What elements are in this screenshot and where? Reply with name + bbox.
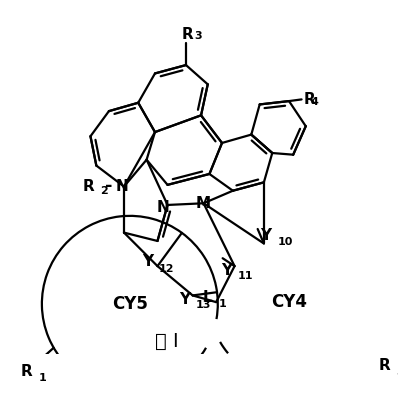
Text: Y: Y xyxy=(260,228,271,243)
Text: CY4: CY4 xyxy=(271,293,307,311)
Text: Y: Y xyxy=(179,292,190,307)
Text: Y: Y xyxy=(142,254,153,270)
Text: 13: 13 xyxy=(196,300,211,310)
Text: -: - xyxy=(105,177,113,195)
Text: Y: Y xyxy=(220,263,232,278)
Text: R: R xyxy=(21,364,33,379)
Text: 1: 1 xyxy=(39,373,46,383)
Text: R: R xyxy=(182,28,193,42)
Text: M: M xyxy=(196,196,211,211)
Text: 式 I: 式 I xyxy=(155,332,179,351)
Text: 11: 11 xyxy=(238,271,254,281)
Text: R: R xyxy=(304,92,316,107)
Text: 5: 5 xyxy=(396,367,398,377)
Text: L: L xyxy=(203,290,213,306)
Text: N: N xyxy=(157,200,170,215)
Text: 1: 1 xyxy=(219,299,226,309)
Text: 10: 10 xyxy=(277,237,293,247)
Text: 4: 4 xyxy=(310,97,318,107)
Text: N: N xyxy=(116,179,129,194)
Text: R: R xyxy=(379,358,390,373)
Text: 3: 3 xyxy=(194,31,202,41)
Text: CY5: CY5 xyxy=(112,295,148,313)
Text: 2: 2 xyxy=(101,186,108,196)
Text: 12: 12 xyxy=(159,264,175,274)
Text: R: R xyxy=(83,179,95,194)
